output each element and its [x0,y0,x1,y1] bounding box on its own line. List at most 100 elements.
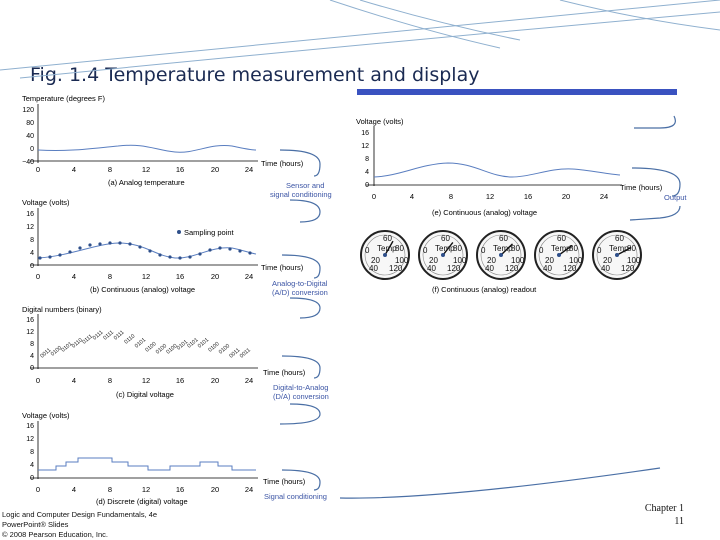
caption-f: (f) Continuous (analog) readout [432,285,537,294]
temp-tick: 40 [26,133,34,140]
svg-text:20: 20 [562,192,570,201]
caption-c: (c) Digital voltage [116,390,174,399]
svg-text:24: 24 [245,165,253,174]
gauge-tick: 60 [557,234,566,243]
svg-text:8: 8 [108,165,112,174]
gauge-tick: 100 [511,256,525,265]
svg-text:4: 4 [30,462,34,469]
svg-text:Time (hours): Time (hours) [620,183,663,192]
sample-dot [138,245,142,249]
sampling-point-label: Sampling point [184,228,235,237]
svg-text:16: 16 [176,485,184,494]
arrow-icon [281,355,321,379]
step-sensor-2: signal conditioning [270,190,332,199]
gauge-tick: 40 [543,264,552,273]
sample-dot [188,255,192,259]
sample-dot [48,255,52,259]
footer-line: PowerPoint® Slides [2,520,69,529]
svg-text:4: 4 [365,169,369,176]
svg-text:0: 0 [36,376,40,385]
binary-sample: 0111 [81,334,94,346]
gauge-label: Temp [435,244,455,253]
sample-dot [238,249,242,253]
svg-text:12: 12 [142,376,150,385]
arrow-icon [279,149,321,177]
svg-text:16: 16 [26,211,34,218]
caption-a: (a) Analog temperature [108,178,185,187]
output-voltage-curve [373,162,621,178]
svg-text:16: 16 [361,130,369,137]
step-output: Output [664,193,687,202]
gauge-tick: 60 [383,234,392,243]
svg-text:4: 4 [410,192,414,201]
gauge-label: Temp [377,244,397,253]
arrow-icon [289,297,321,319]
svg-text:20: 20 [211,165,219,174]
svg-text:0: 0 [36,485,40,494]
gauge-needle [442,241,454,256]
svg-text:0: 0 [36,165,40,174]
page-number: 11 [674,516,684,527]
arrow-icon [339,467,661,499]
svg-text:8: 8 [365,156,369,163]
sample-dot [38,256,42,260]
temp-axis-label: Temperature (degrees F) [22,94,105,103]
svg-text:12: 12 [26,329,34,336]
caption-e: (e) Continuous (analog) voltage [432,208,537,217]
svg-text:16: 16 [176,165,184,174]
svg-text:12: 12 [26,436,34,443]
chapter-indicator: Chapter 1 11 [620,502,684,528]
step-adc-2: (A/D) conversion [272,288,328,297]
sample-dot [78,246,82,250]
svg-text:4: 4 [72,376,76,385]
gauge-tick: 0 [597,246,602,255]
svg-text:0: 0 [30,263,34,270]
temp-tick: 80 [26,120,34,127]
gauge-tick: 20 [603,256,612,265]
gauge-tick: 60 [441,234,450,243]
arrow-icon [629,205,681,221]
svg-text:12: 12 [142,485,150,494]
arrow-icon [634,115,676,129]
gauge-tick: 60 [615,234,624,243]
gauge-tick: 80 [453,244,462,253]
gauge-label: Temp [551,244,571,253]
sample-dot [218,246,222,250]
svg-text:24: 24 [600,192,608,201]
svg-text:12: 12 [142,272,150,281]
sampling-points [38,241,252,260]
gauge-tick: 0 [539,246,544,255]
sample-dot [128,242,132,246]
gauge-needle [384,240,394,256]
gauge-tick: 100 [395,256,409,265]
gauge-tick: 80 [511,244,520,253]
arrow-icon [281,469,321,491]
svg-text:4: 4 [30,250,34,257]
svg-text:12: 12 [142,165,150,174]
sample-dot [198,252,202,256]
sample-dot [228,247,232,251]
binary-sample-labels: 0011010001010110011101110111011101100101… [39,330,251,360]
gauge-tick: 100 [569,256,583,265]
svg-text:20: 20 [211,376,219,385]
step-signal: Signal conditioning [264,492,327,501]
svg-text:16: 16 [176,272,184,281]
gauge-needle [500,243,513,256]
svg-text:Voltage (volts): Voltage (volts) [356,117,404,126]
gauge-tick: 40 [601,264,610,273]
sample-dot [208,248,212,252]
svg-text:8: 8 [30,341,34,348]
svg-text:4: 4 [72,272,76,281]
sample-dot [58,253,62,257]
svg-text:20: 20 [211,272,219,281]
gauge-tick: 100 [627,256,641,265]
binary-sample: 0111 [102,330,115,342]
binary-sample: 0110 [71,337,84,349]
gauge-needle [558,245,573,256]
svg-text:Voltage (volts): Voltage (volts) [22,411,70,420]
